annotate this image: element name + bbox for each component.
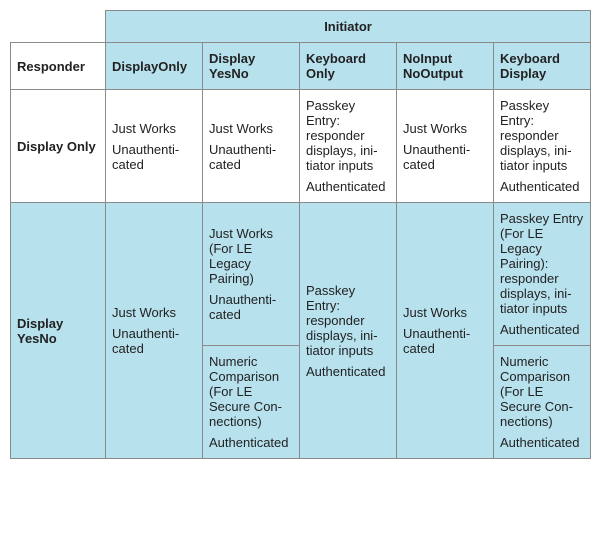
- cell-text: Just Works: [209, 121, 293, 136]
- cell-text: Passkey Entry (For LE Legacy Pairing): r…: [500, 211, 584, 316]
- cell-dyn-dyn-top: Just Works (For LE Legacy Pairing) Unaut…: [203, 203, 300, 346]
- cell-text: Unauthenti­cated: [403, 326, 487, 356]
- header-initiator: Initiator: [106, 11, 591, 43]
- cell-do-ko: Passkey Entry: responder displays, ini­t…: [300, 90, 397, 203]
- cell-do-kd: Passkey Entry: responder displays, ini­t…: [494, 90, 591, 203]
- cell-text: Authenti­cated: [500, 179, 584, 194]
- row-label-display-yesno: Display YesNo: [11, 203, 106, 459]
- cell-text: Passkey Entry: responder displays, ini­t…: [306, 283, 390, 358]
- row-label-display-only: Display Only: [11, 90, 106, 203]
- cell-text: Unauthenti­cated: [112, 326, 196, 356]
- corner-blank: [11, 11, 106, 43]
- cell-do-dyn: Just Works Unauthenti­cated: [203, 90, 300, 203]
- cell-text: Unauthenti­cated: [209, 142, 293, 172]
- cell-text: Just Works: [403, 305, 487, 320]
- cell-text: Numeric Comparison (For LE Secure Con­ne…: [209, 354, 293, 429]
- cell-text: Just Works: [403, 121, 487, 136]
- header-responder: Responder: [11, 43, 106, 90]
- cell-text: Authenti­cated: [306, 179, 390, 194]
- cell-do-do: Just Works Unauthenti­cated: [106, 90, 203, 203]
- cell-dyn-kd-bottom: Numeric Comparison (For LE Secure Con­ne…: [494, 346, 591, 459]
- col-keyboard-only: Keyboard Only: [300, 43, 397, 90]
- cell-do-nino: Just Works Unauthenti­cated: [397, 90, 494, 203]
- cell-text: Unauthenti­cated: [112, 142, 196, 172]
- col-display-only: DisplayOnly: [106, 43, 203, 90]
- cell-text: Passkey Entry: responder displays, ini­t…: [500, 98, 584, 173]
- cell-dyn-dyn-bottom: Numeric Comparison (For LE Secure Con­ne…: [203, 346, 300, 459]
- cell-text: Authenti­cated: [209, 435, 293, 450]
- cell-text: Passkey Entry: responder displays, ini­t…: [306, 98, 390, 173]
- cell-text: Authenti­cated: [500, 435, 584, 450]
- col-display-yesno: Display YesNo: [203, 43, 300, 90]
- col-keyboard-display: Keyboard Display: [494, 43, 591, 90]
- pairing-table: Initiator Responder DisplayOnly Display …: [10, 10, 591, 459]
- cell-text: Authenti­cated: [500, 322, 584, 337]
- cell-text: Unauthenti­cated: [403, 142, 487, 172]
- cell-dyn-nino: Just Works Unauthenti­cated: [397, 203, 494, 459]
- cell-text: Numeric Comparison (For LE Secure Con­ne…: [500, 354, 584, 429]
- row-display-yesno-top: Display YesNo Just Works Unauthenti­cate…: [11, 203, 591, 346]
- cell-text: Unauthenti­cated: [209, 292, 293, 322]
- cell-dyn-kd-top: Passkey Entry (For LE Legacy Pairing): r…: [494, 203, 591, 346]
- cell-dyn-do: Just Works Unauthenti­cated: [106, 203, 203, 459]
- cell-text: Just Works: [112, 305, 196, 320]
- cell-text: Just Works: [112, 121, 196, 136]
- cell-text: Authenti­cated: [306, 364, 390, 379]
- row-display-only: Display Only Just Works Unauthenti­cated…: [11, 90, 591, 203]
- cell-dyn-ko: Passkey Entry: responder displays, ini­t…: [300, 203, 397, 459]
- cell-text: Just Works (For LE Legacy Pairing): [209, 226, 293, 286]
- col-noinput-nooutput: NoInput NoOutput: [397, 43, 494, 90]
